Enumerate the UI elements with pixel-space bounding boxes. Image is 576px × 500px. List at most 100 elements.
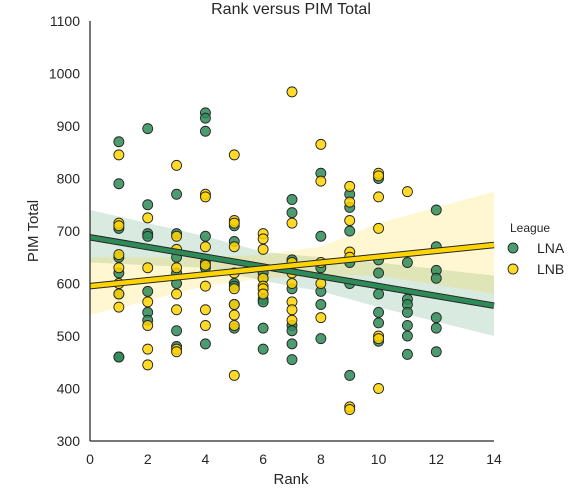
lnb-point — [286, 217, 298, 229]
x-tick-label: 2 — [144, 451, 152, 467]
lnb-point — [344, 215, 356, 226]
lnb-legend-marker — [507, 263, 519, 275]
lna-point — [199, 338, 211, 350]
lnb-point — [199, 241, 211, 253]
lna-point — [286, 194, 298, 205]
lna-point — [199, 112, 211, 124]
lnb-point — [142, 262, 154, 274]
lnb-point — [113, 220, 125, 232]
lna-point — [344, 369, 356, 381]
lnb-point — [199, 259, 211, 271]
lna-point — [315, 299, 327, 310]
x-tick-label: 4 — [202, 451, 210, 467]
lna-point — [401, 348, 413, 360]
y-tick-label: 1000 — [49, 66, 80, 82]
lnb-point — [142, 359, 154, 371]
lnb-point — [142, 343, 154, 355]
lna-point — [373, 306, 385, 318]
lna-point — [113, 136, 125, 148]
y-tick-label: 900 — [57, 118, 81, 134]
lnb-point — [257, 243, 269, 255]
lnb-point — [373, 383, 385, 394]
lna-point — [113, 351, 125, 363]
y-tick-label: 500 — [57, 328, 81, 344]
lnb-point — [257, 233, 269, 245]
legend: League LNA LNB — [507, 221, 565, 277]
y-tick-label: 800 — [57, 171, 81, 187]
x-tick-label: 12 — [428, 451, 444, 467]
regression-lines — [89, 234, 495, 309]
lnb-point — [113, 301, 125, 313]
lnb-point — [142, 212, 154, 224]
lnb-point — [286, 278, 298, 289]
lna-point — [171, 188, 183, 200]
lna-point — [401, 320, 413, 331]
y-tick-label: 300 — [57, 433, 81, 449]
lnb-point — [171, 262, 183, 274]
lnb-point — [228, 309, 240, 321]
lna-fit-line — [89, 235, 495, 308]
lnb-point — [171, 304, 183, 316]
lnb-point — [228, 283, 240, 295]
lna-point — [142, 230, 154, 242]
lna-point — [286, 325, 298, 337]
lnb-point — [315, 138, 327, 150]
lnb-point — [171, 159, 183, 171]
axes — [89, 21, 494, 442]
lna-point — [373, 317, 385, 329]
lna-point — [142, 285, 154, 297]
lnb-point — [286, 314, 298, 326]
lna-point — [315, 230, 327, 242]
lna-point — [199, 230, 211, 242]
lnb-point — [373, 333, 385, 345]
lnb-point — [373, 191, 385, 203]
lnb-point — [286, 304, 298, 316]
lna-legend-label: LNA — [537, 240, 565, 256]
lnb-point — [142, 296, 154, 308]
lna-point — [286, 207, 298, 219]
lna-point — [257, 343, 269, 355]
chart-title: Rank versus PIM Total — [211, 1, 371, 18]
lnb-confidence-band — [90, 191, 494, 315]
lnb-point — [142, 320, 154, 331]
lnb-point — [199, 320, 211, 331]
lnb-point — [228, 217, 240, 229]
lnb-point — [344, 404, 356, 415]
lnb-point — [257, 288, 269, 300]
lna-point — [344, 225, 356, 237]
lnb-legend-label: LNB — [537, 261, 564, 277]
lna-point — [401, 257, 413, 268]
y-tick-label: 600 — [57, 276, 81, 292]
lnb-point — [228, 320, 240, 331]
lna-point — [286, 338, 298, 350]
y-tick-labels: 300 400 500 600 700 800 900 1000 1100 — [49, 13, 80, 449]
lna-point — [199, 125, 211, 137]
lna-point — [373, 288, 385, 300]
lnb-point — [401, 186, 413, 198]
lna-point — [286, 354, 298, 366]
y-tick-label: 1100 — [50, 13, 80, 29]
lna-point — [257, 322, 269, 334]
lnb-point — [199, 191, 211, 203]
lnb-point — [113, 262, 125, 274]
legend-title: League — [510, 221, 550, 235]
lnb-point — [228, 369, 240, 381]
x-axis-title: Rank — [273, 471, 309, 488]
lnb-point — [228, 149, 240, 161]
x-tick-labels: 0 2 4 6 8 10 12 14 — [86, 451, 502, 467]
lna-legend-marker — [507, 242, 519, 254]
lnb-point — [228, 241, 240, 253]
lnb-point — [171, 346, 183, 358]
lna-point — [171, 325, 183, 337]
lnb-fit-line — [89, 242, 495, 289]
lna-point — [401, 330, 413, 342]
lnb-point — [344, 196, 356, 208]
lna-point — [430, 204, 442, 216]
lna-point — [142, 123, 154, 135]
lnb-point — [373, 222, 385, 234]
lna-point — [430, 312, 442, 324]
lnb-point — [113, 149, 125, 161]
y-axis-title: PIM Total — [25, 200, 42, 262]
lnb-point — [315, 312, 327, 324]
lna-point — [430, 322, 442, 334]
